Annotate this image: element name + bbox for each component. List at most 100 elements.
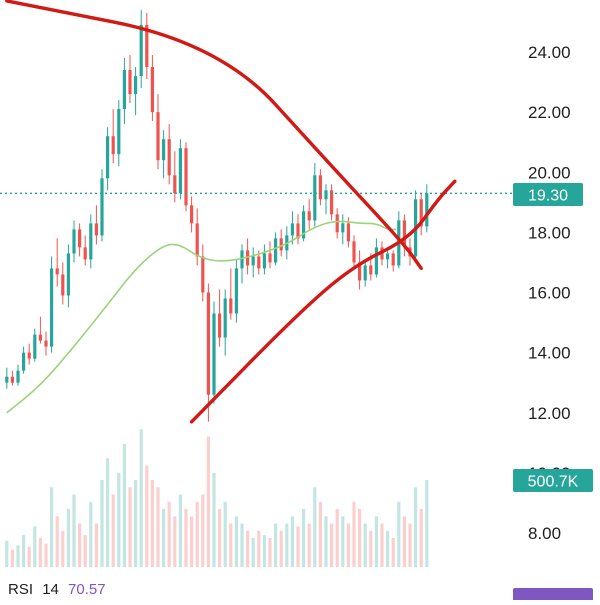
y-tick-label: 24.00 <box>528 43 571 62</box>
candle <box>83 235 87 266</box>
candle <box>94 205 98 245</box>
y-tick-label: 20.00 <box>528 163 571 182</box>
candle-body <box>139 24 143 76</box>
volume-bar <box>234 516 238 568</box>
volume-bar <box>173 516 177 568</box>
volume-bar <box>201 494 205 567</box>
volume-bar <box>38 538 42 567</box>
volume-bar <box>184 509 188 567</box>
volume-bar <box>335 509 339 567</box>
candle <box>324 184 328 215</box>
candle <box>223 289 227 356</box>
volume-bar <box>324 516 328 568</box>
volume-bar <box>162 509 166 567</box>
candle-body <box>83 247 87 260</box>
volume-bar <box>128 487 132 568</box>
volume-bar <box>352 501 356 568</box>
volume-bar <box>318 501 322 568</box>
volume-bar <box>178 494 182 567</box>
volume-bar <box>61 530 65 568</box>
candle-body <box>307 211 311 221</box>
candle <box>374 238 378 278</box>
candle-body <box>369 265 373 275</box>
volume-bar <box>145 465 149 567</box>
rsi-value-badge <box>513 588 593 604</box>
candle-body <box>212 313 216 395</box>
candle-body <box>38 334 42 341</box>
candle <box>206 283 210 422</box>
volume-bar <box>302 509 306 567</box>
candle-body <box>173 175 177 194</box>
candle-body <box>229 298 233 314</box>
candle <box>279 229 283 257</box>
volume-bar <box>94 523 98 567</box>
candle-body <box>374 247 378 275</box>
candle-body <box>425 193 429 227</box>
candle-body <box>33 334 37 359</box>
candle-body <box>100 178 104 236</box>
candle <box>201 244 205 302</box>
volume-bar <box>195 501 199 568</box>
candle-body <box>10 376 14 383</box>
volume-bar <box>89 501 93 568</box>
candle-body <box>44 340 48 347</box>
candle <box>111 109 115 164</box>
candle-body <box>134 76 138 95</box>
candle <box>145 12 149 80</box>
volume-bar <box>229 523 233 567</box>
volume-bar <box>246 530 250 568</box>
candle-body <box>195 223 199 257</box>
volume-bar <box>346 523 350 567</box>
volume-bar <box>206 436 210 567</box>
candle <box>313 163 317 227</box>
candle <box>178 139 182 200</box>
candle-body <box>302 211 306 239</box>
candle-body <box>352 241 356 263</box>
volume-bar <box>419 509 423 567</box>
candle <box>414 190 418 260</box>
candle-body <box>16 370 20 383</box>
candle-body <box>66 253 70 296</box>
candle <box>212 301 216 404</box>
volume-bar <box>268 538 272 567</box>
candle <box>156 94 160 170</box>
volume-bar <box>66 509 70 567</box>
rsi-period: 14 <box>42 581 59 598</box>
candle-body <box>206 292 210 395</box>
candle-body <box>50 268 54 347</box>
candle <box>89 214 93 269</box>
candle-body <box>363 265 367 281</box>
candle <box>391 250 395 272</box>
candle-body <box>257 256 261 269</box>
candle-body <box>22 352 26 371</box>
volume-bar <box>117 472 121 568</box>
volume-bar <box>363 523 367 567</box>
candle <box>352 235 356 269</box>
candle-body <box>150 67 154 113</box>
volume-bar <box>167 501 171 568</box>
volume-bar <box>10 549 14 567</box>
volume-bar <box>83 535 87 567</box>
candle <box>229 268 233 320</box>
candle <box>302 205 306 242</box>
y-tick-label: 8.00 <box>528 524 561 543</box>
candle-body <box>223 298 227 338</box>
y-tick-label: 18.00 <box>528 223 571 242</box>
volume-bar <box>313 487 317 568</box>
volume-bar <box>111 494 115 567</box>
candle <box>55 238 59 287</box>
candle-body <box>419 199 423 227</box>
volume-bar <box>212 472 216 568</box>
volume-bar <box>240 523 244 567</box>
candle <box>358 250 362 290</box>
candle-body <box>296 223 300 239</box>
volume-bar <box>374 516 378 568</box>
candle-body <box>78 229 82 248</box>
candle <box>262 244 266 275</box>
candle <box>61 262 65 305</box>
candle <box>218 289 222 347</box>
volume-bar <box>134 480 138 567</box>
candle <box>16 364 20 386</box>
